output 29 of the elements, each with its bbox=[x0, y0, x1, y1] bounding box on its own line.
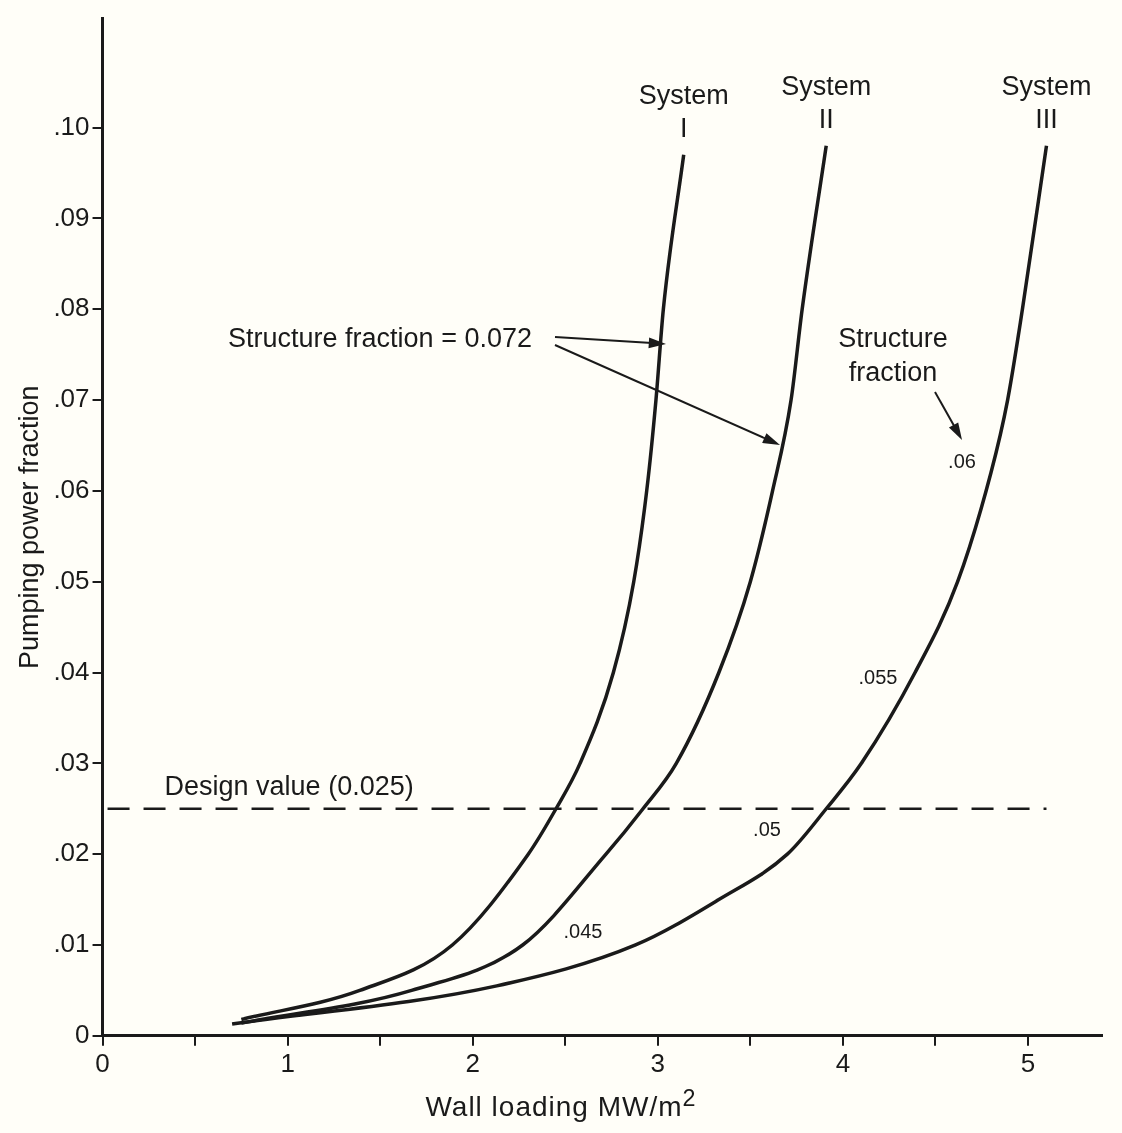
annotation: .055 bbox=[858, 665, 898, 688]
y-tick-label: .08 bbox=[53, 292, 90, 323]
y-tick-label: .03 bbox=[53, 746, 90, 777]
y-tick-label: 0 bbox=[75, 1018, 90, 1049]
series-label: System II bbox=[781, 70, 872, 134]
ref-line-label: Design value (0.025) bbox=[164, 770, 414, 801]
x-axis-title: Wall loading MW/m$^{2}$ bbox=[424, 1085, 698, 1124]
y-axis-title: Pumping power fraction bbox=[13, 385, 44, 670]
x-tick-label: 1 bbox=[280, 1047, 295, 1078]
x-tick-label: 0 bbox=[95, 1047, 110, 1078]
y-tick-label: .09 bbox=[53, 201, 90, 232]
x-tick-label: 5 bbox=[1020, 1047, 1036, 1078]
annotation: .05 bbox=[753, 817, 781, 840]
annotation: .045 bbox=[563, 919, 603, 942]
series-label: System III bbox=[1001, 70, 1092, 134]
y-tick-label: .10 bbox=[53, 110, 90, 141]
y-tick-label: .02 bbox=[53, 837, 90, 868]
y-tick-label: .01 bbox=[53, 928, 90, 959]
y-tick-label: .07 bbox=[53, 383, 90, 414]
x-tick-label: 2 bbox=[465, 1047, 480, 1078]
annotation: Structure fraction = 0.072 bbox=[228, 323, 532, 354]
annotation: Structure fraction bbox=[838, 323, 948, 388]
x-tick-label: 4 bbox=[835, 1047, 851, 1078]
annotation: .06 bbox=[948, 449, 976, 472]
y-tick-label: .04 bbox=[53, 655, 90, 686]
x-tick-label: 3 bbox=[650, 1047, 666, 1078]
y-tick-label: .05 bbox=[53, 564, 90, 595]
y-tick-label: .06 bbox=[53, 474, 90, 505]
series-label: System I bbox=[638, 79, 729, 143]
